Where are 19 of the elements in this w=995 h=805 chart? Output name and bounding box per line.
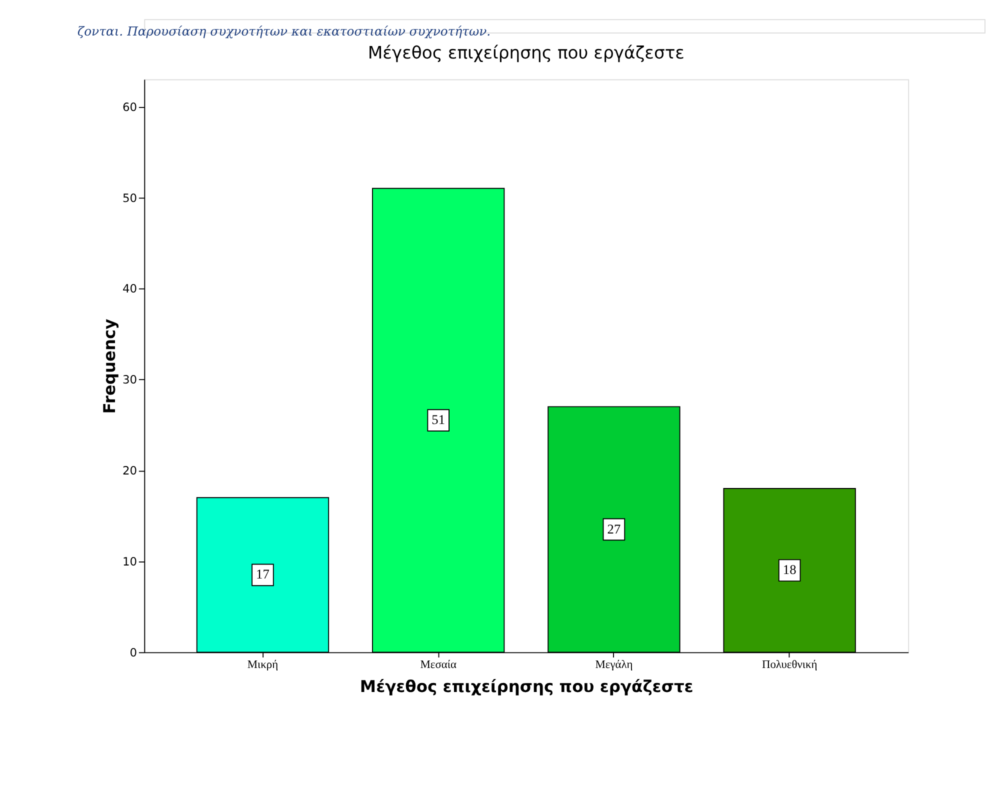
text: ζονται. Παρουσίαση συχνοτήτων και εκατοστιαίων συχνοτήτων. xyxy=(77,23,491,38)
x-tick-label: Μεσαία xyxy=(420,658,456,671)
x-tick-label: Μεγάλη xyxy=(595,658,633,671)
y-tick-label: 10 xyxy=(122,554,138,569)
y-axis-title: Frequency xyxy=(100,318,119,414)
data-label: 51 xyxy=(432,412,446,428)
y-tick-label: 40 xyxy=(122,282,138,296)
y-tick-label: 60 xyxy=(122,100,138,114)
x-tick-label: Πολυεθνική xyxy=(762,658,818,671)
chart-title: Μέγεθος επιχείρησης που εργάζεστε xyxy=(368,43,684,64)
x-axis-title: Μέγεθος επιχείρησης που εργάζεστε xyxy=(360,676,694,696)
y-tick-label: 50 xyxy=(122,190,138,205)
y-tick-label: 20 xyxy=(122,464,138,478)
data-label: 17 xyxy=(256,566,270,582)
data-label: 27 xyxy=(607,521,621,536)
data-label: 18 xyxy=(782,562,797,578)
x-tick-label: Μικρή xyxy=(247,658,278,671)
y-tick-label: 30 xyxy=(122,372,138,387)
y-tick-label: 0 xyxy=(130,646,138,660)
